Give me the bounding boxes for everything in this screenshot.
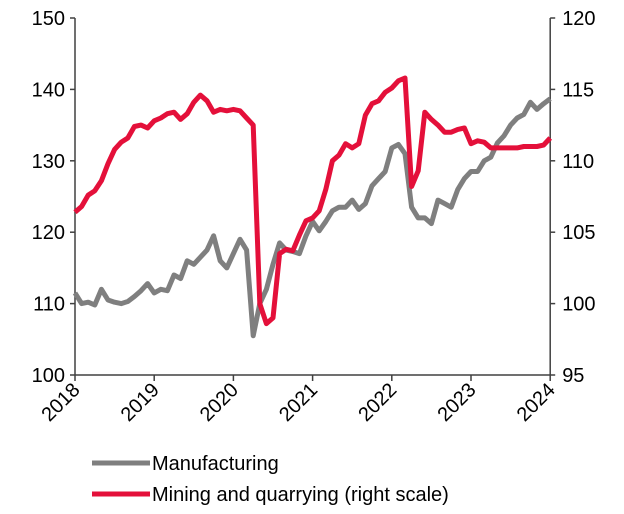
y2-tick-label: 105 [562, 222, 595, 244]
y-tick-label: 110 [33, 294, 65, 316]
y2-tick-label: 100 [562, 294, 595, 316]
y-tick-label: 120 [32, 222, 65, 244]
y2-tick-label: 115 [562, 79, 594, 101]
y-tick-label: 140 [32, 79, 65, 101]
x-tick-label: 2019 [117, 379, 164, 426]
legend-label: Manufacturing [152, 453, 279, 475]
y2-tick-label: 95 [562, 365, 584, 387]
series-line [72, 96, 552, 339]
legend-label: Mining and quarrying (right scale) [152, 484, 449, 506]
x-tick-label: 2020 [196, 379, 243, 426]
y-tick-label: 100 [32, 365, 65, 387]
x-tick-label: 2021 [275, 379, 322, 426]
x-tick-label: 2024 [513, 379, 560, 426]
y2-tick-label: 110 [562, 151, 594, 173]
y-tick-label: 130 [32, 151, 65, 173]
x-tick-label: 2023 [434, 379, 481, 426]
y2-tick-label: 120 [562, 8, 595, 30]
x-tick-label: 2022 [354, 379, 401, 426]
series-line [73, 75, 553, 327]
y-tick-label: 150 [32, 8, 65, 30]
